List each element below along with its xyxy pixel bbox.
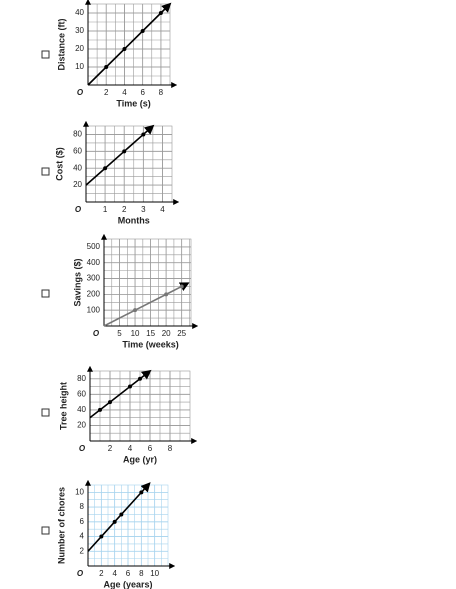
x-tick-label: 6 <box>148 444 153 453</box>
y-tick-label: 10 <box>75 487 84 496</box>
x-tick-label: 10 <box>150 569 159 578</box>
data-point <box>128 384 132 389</box>
x-tick-label: 4 <box>160 205 165 214</box>
y-tick-label: 20 <box>77 421 86 430</box>
x-tick-label: 2 <box>104 88 109 97</box>
checkbox[interactable] <box>41 526 50 535</box>
data-line <box>103 282 190 327</box>
y-tick-label: 40 <box>75 8 84 17</box>
origin-label: O <box>77 88 84 97</box>
x-tick-label: 4 <box>112 569 117 578</box>
data-point <box>119 512 124 517</box>
data-point <box>103 166 108 171</box>
x-tick-label: 25 <box>177 329 186 338</box>
y-tick-label: 2 <box>80 546 85 555</box>
x-tick-label: 10 <box>131 329 140 338</box>
grid-border <box>103 238 192 327</box>
y-axis-title: Tree height <box>58 382 68 430</box>
y-axis-title: Number of chores <box>56 487 66 564</box>
y-tick-label: 300 <box>87 274 101 283</box>
data-point <box>139 490 144 495</box>
x-tick-label: 8 <box>168 444 173 453</box>
x-axis-title: Months <box>118 215 150 225</box>
origin-label: O <box>75 205 82 214</box>
y-tick-label: 8 <box>80 502 85 511</box>
data-point <box>179 284 184 289</box>
origin-label: O <box>93 329 100 338</box>
data-point <box>99 534 104 539</box>
x-tick-label: 6 <box>126 569 131 578</box>
y-tick-label: 80 <box>73 130 82 139</box>
checkbox[interactable] <box>41 408 50 417</box>
data-point <box>140 29 145 33</box>
data-point <box>138 376 142 381</box>
x-tick-label: 2 <box>108 444 113 453</box>
x-tick-label: 4 <box>128 444 133 453</box>
x-tick-label: 2 <box>99 569 104 578</box>
checkbox[interactable] <box>41 50 50 59</box>
x-axis-title: Time (s) <box>116 98 150 108</box>
x-tick-label: 3 <box>141 205 146 214</box>
y-tick-label: 40 <box>73 163 82 172</box>
data-line <box>87 2 172 86</box>
grid-border <box>85 125 173 203</box>
y-tick-label: 20 <box>75 44 84 53</box>
y-axis-title: Cost ($) <box>54 147 64 181</box>
y-tick-label: 4 <box>80 532 85 541</box>
x-tick-label: 2 <box>122 205 127 214</box>
y-tick-label: 40 <box>77 405 86 414</box>
data-point <box>133 308 138 313</box>
x-axis-title: Time (weeks) <box>122 339 178 349</box>
origin-label: O <box>77 569 84 578</box>
data-point <box>122 149 127 154</box>
y-tick-label: 30 <box>75 26 84 35</box>
x-tick-label: 8 <box>139 569 144 578</box>
y-axis-title: Distance (ft) <box>56 18 66 70</box>
data-point <box>158 11 163 15</box>
x-tick-label: 5 <box>117 329 122 338</box>
data-point <box>98 407 102 412</box>
y-tick-label: 100 <box>87 305 101 314</box>
data-point <box>112 519 117 524</box>
y-tick-label: 200 <box>87 289 101 298</box>
y-axis-title: Savings ($) <box>72 258 82 306</box>
x-axis-title: Age (yr) <box>123 454 157 464</box>
x-tick-label: 1 <box>103 205 108 214</box>
y-tick-label: 60 <box>77 389 86 398</box>
y-tick-label: 10 <box>75 62 84 71</box>
y-tick-label: 60 <box>73 146 82 155</box>
data-point <box>104 65 109 69</box>
data-point <box>141 132 146 137</box>
checkbox[interactable] <box>41 167 50 176</box>
data-point <box>108 400 112 405</box>
data-line <box>89 369 152 419</box>
y-tick-label: 6 <box>80 517 85 526</box>
x-tick-label: 6 <box>140 88 145 97</box>
y-tick-label: 500 <box>87 242 101 251</box>
y-tick-label: 20 <box>73 180 82 189</box>
y-tick-label: 400 <box>87 258 101 267</box>
x-tick-label: 8 <box>159 88 164 97</box>
checkbox[interactable] <box>41 289 50 298</box>
data-point <box>122 47 127 51</box>
x-axis-title: Age (years) <box>103 579 152 589</box>
x-tick-label: 20 <box>162 329 171 338</box>
data-point <box>164 292 169 297</box>
x-tick-label: 15 <box>146 329 155 338</box>
y-tick-label: 80 <box>77 374 86 383</box>
origin-label: O <box>79 444 86 453</box>
x-tick-label: 4 <box>122 88 127 97</box>
